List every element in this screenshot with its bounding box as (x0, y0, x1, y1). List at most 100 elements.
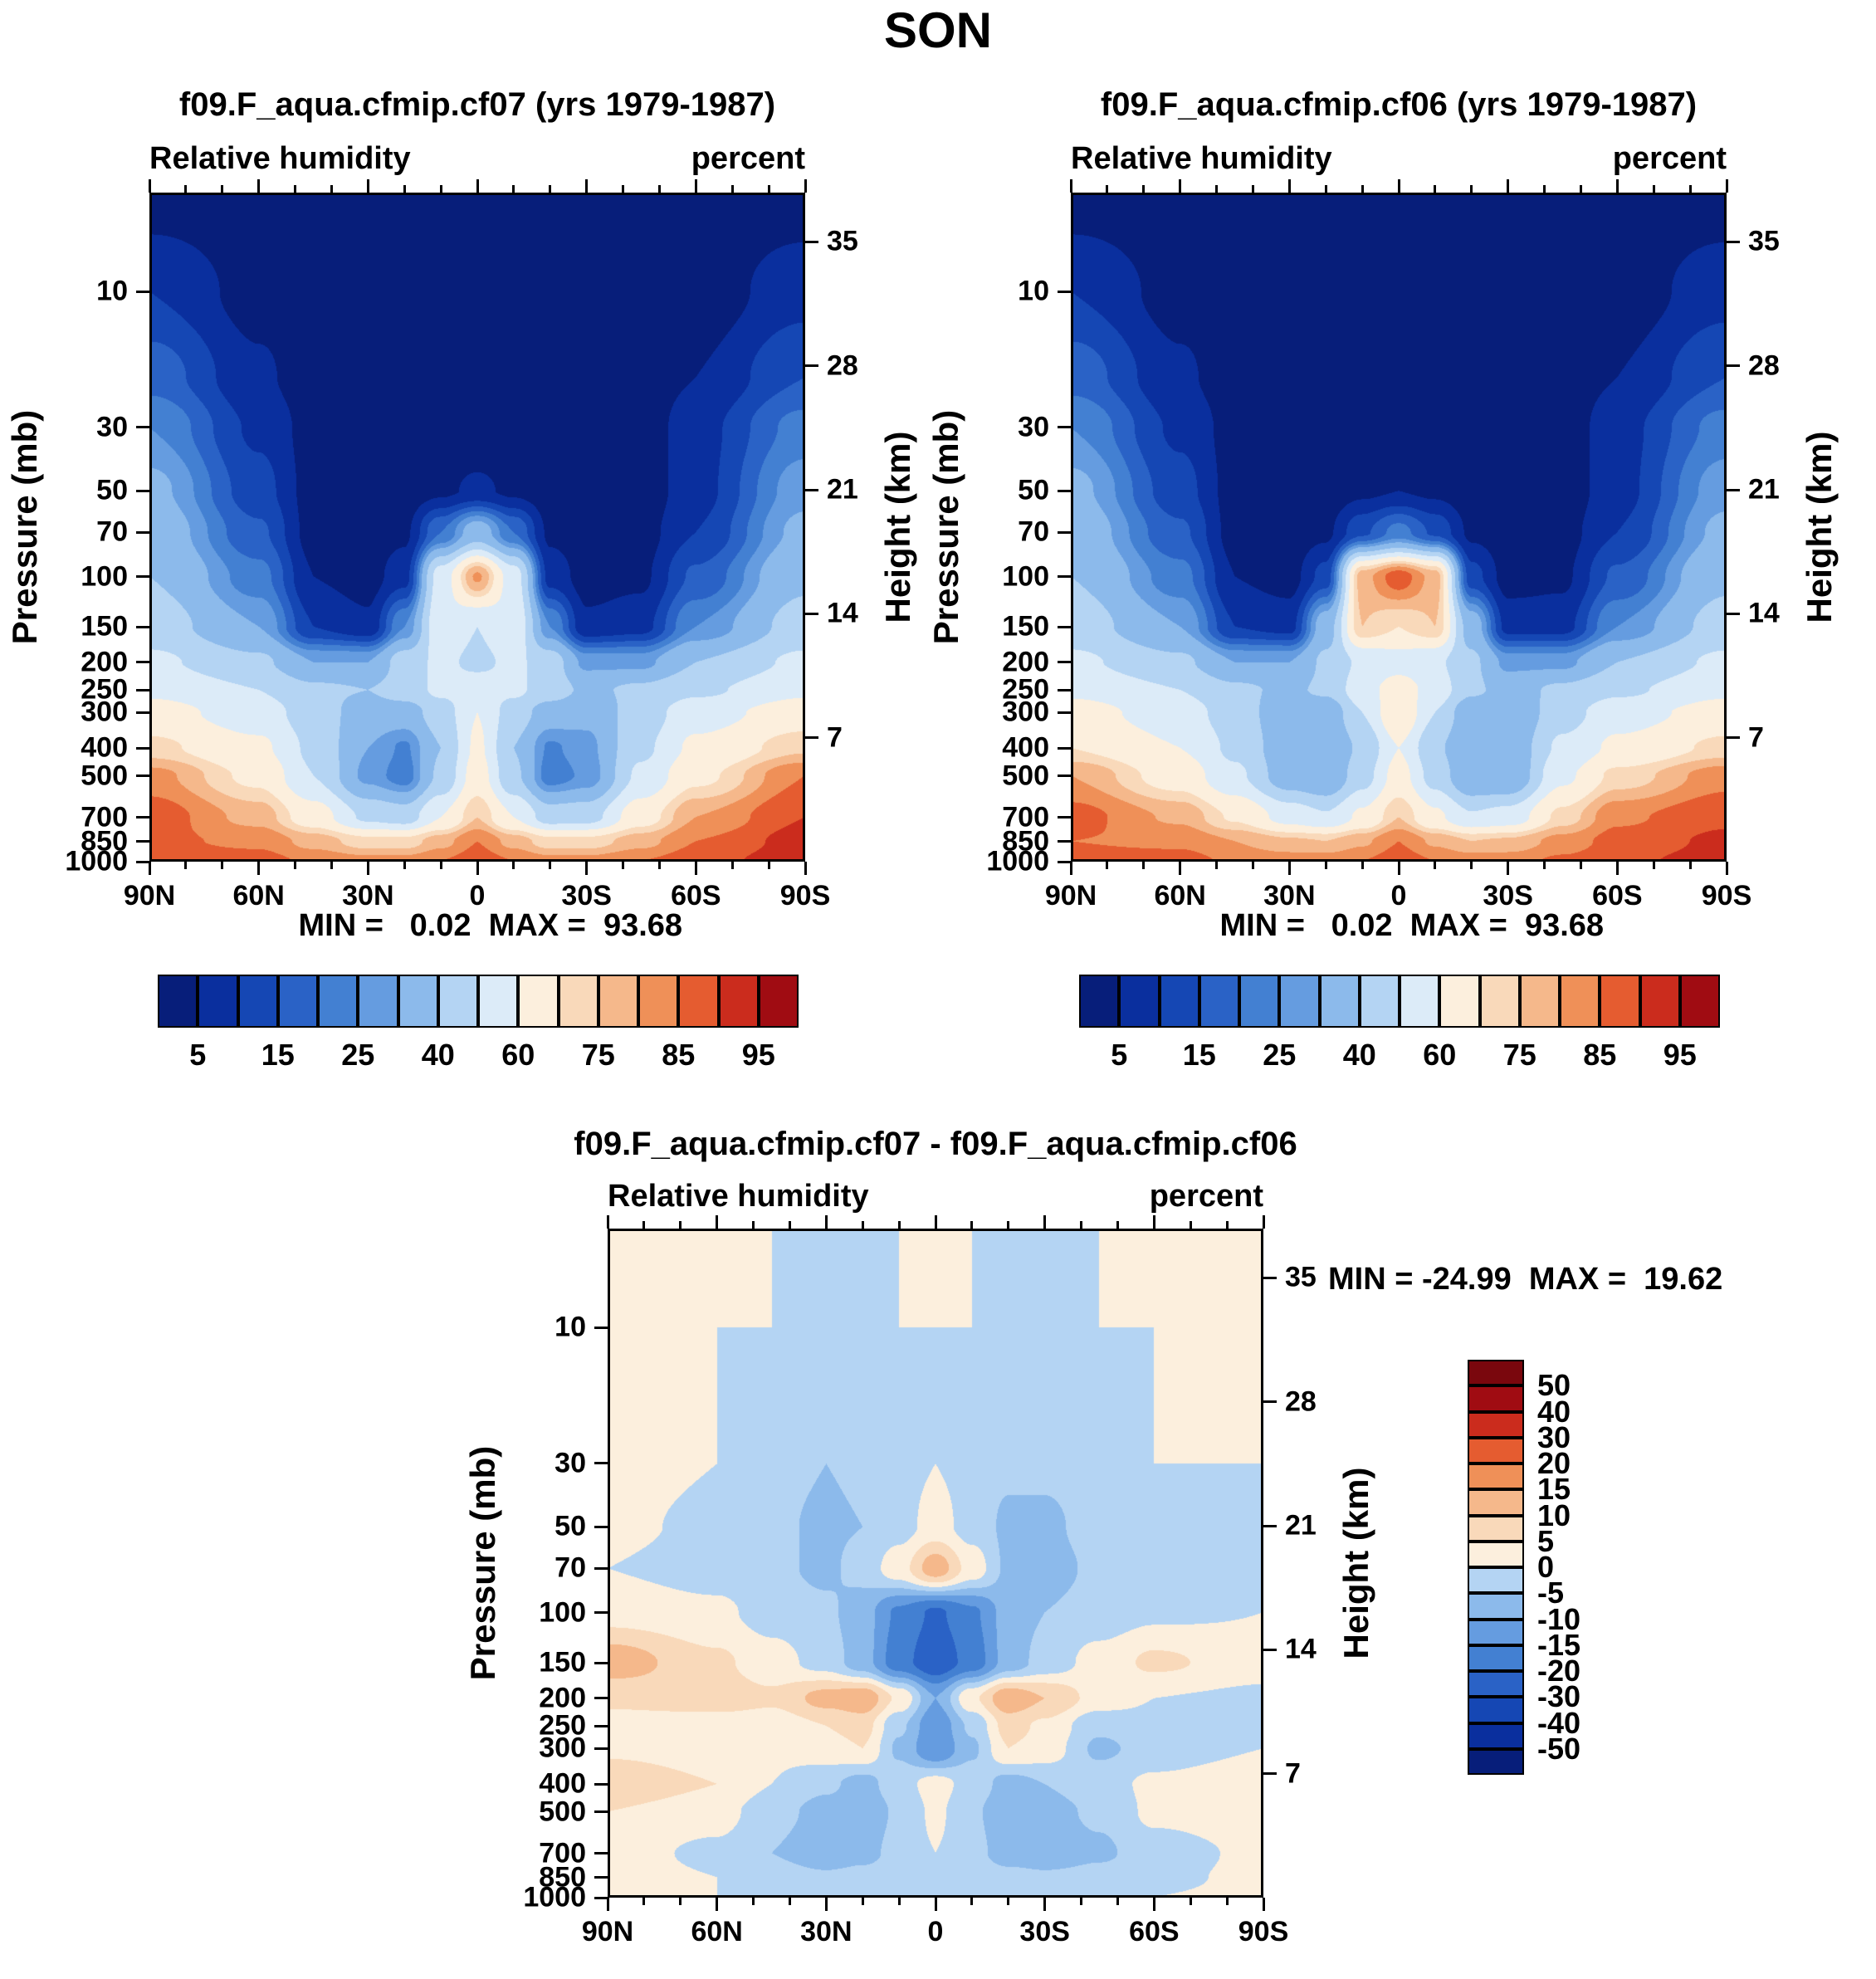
colorbar-tick-label: 50 (1537, 1368, 1571, 1403)
pressure-tick (594, 1810, 608, 1814)
season-title: SON (883, 2, 993, 58)
lat-tick (366, 179, 369, 193)
height-tick (1727, 488, 1740, 491)
lat-tick (549, 862, 552, 869)
pressure-tick-label: 850 (539, 1861, 586, 1893)
lat-tick (257, 862, 261, 875)
height-tick (1727, 240, 1740, 243)
pressure-tick-label: 50 (96, 474, 128, 506)
pressure-tick-label: 850 (1002, 825, 1049, 858)
colorbar-cell (1639, 975, 1680, 1028)
panel-cf06: f09.F_aqua.cfmip.cf06 (yrs 1979-1987) Re… (926, 86, 1839, 943)
lat-tick (1543, 862, 1546, 869)
pressure-tick (136, 774, 149, 778)
pressure-tick-label: 500 (539, 1796, 586, 1828)
pressure-tick-label: 250 (81, 673, 128, 706)
lat-tick (606, 1215, 609, 1229)
lat-tick (1397, 179, 1400, 193)
pressure-tick (594, 1896, 608, 1899)
pressure-tick-label: 30 (1018, 411, 1049, 443)
height-tick (805, 364, 818, 368)
colorbar-cell (758, 975, 799, 1028)
lat-tick (1007, 1221, 1010, 1229)
colorbar-tick-label: 10 (1537, 1498, 1571, 1532)
lat-tick (1179, 179, 1182, 193)
colorbar-cell (518, 975, 559, 1028)
lat-tick (1043, 1215, 1047, 1229)
lat-tick (1215, 185, 1219, 193)
pressure-tick-label: 400 (539, 1767, 586, 1800)
colorbar-tick-label: 5 (189, 1038, 207, 1072)
lat-tick (585, 862, 589, 875)
pressure-tick (594, 1326, 608, 1329)
lat-tick (657, 185, 661, 193)
colorbar-cell (678, 975, 719, 1028)
lat-tick (403, 862, 406, 869)
lat-tick (716, 1898, 719, 1911)
pressure-tick (1058, 746, 1071, 750)
lat-tick-label: 90N (123, 880, 176, 911)
pressure-tick (594, 1661, 608, 1664)
lat-tick (642, 1221, 646, 1229)
pressure-tick (594, 1876, 608, 1879)
pressure-tick-label: 70 (554, 1551, 586, 1584)
lat-tick (1543, 185, 1546, 193)
colorbar-cell (1279, 975, 1320, 1028)
lat-tick (1215, 862, 1219, 869)
lat-tick (1251, 862, 1254, 869)
colorbar-cell (1159, 975, 1199, 1028)
lat-tick (716, 1215, 719, 1229)
colorbar-cell (1468, 1722, 1524, 1749)
lat-tick (1615, 862, 1619, 875)
lat-tick (476, 862, 479, 875)
contour-canvas-cf06 (1071, 193, 1727, 862)
lat-tick (1652, 185, 1655, 193)
colorbar-tick-label: 95 (741, 1038, 775, 1072)
lat-tick (294, 862, 297, 869)
colorbar-cell (1319, 975, 1360, 1028)
lat-tick (934, 1898, 937, 1911)
lat-tick (804, 179, 807, 193)
lat-tick (1324, 862, 1327, 869)
pressure-tick (136, 816, 149, 819)
lat-tick-label: 90N (1044, 880, 1097, 911)
pressure-tick-label: 700 (539, 1837, 586, 1869)
lat-tick (1287, 862, 1291, 875)
contour-canvas-diff (608, 1229, 1263, 1898)
colorbar-cf06: 5 15 25 40 60 75 85 95 (1079, 975, 1720, 1072)
lat-tick (330, 862, 333, 869)
colorbar-cell (1119, 975, 1160, 1028)
pressure-tick-label: 30 (96, 411, 128, 443)
height-axis-title: Height (km) (1800, 431, 1839, 623)
lat-tick (1152, 1215, 1155, 1229)
subtitle-row: Relative humidity percent (149, 141, 805, 177)
pressure-tick-label: 1000 (523, 1881, 586, 1913)
colorbar-tick-label: -30 (1537, 1679, 1581, 1714)
lat-tick-label: 30S (1019, 1916, 1070, 1947)
height-tick (1263, 1276, 1277, 1279)
colorbar-cell (1199, 975, 1239, 1028)
colorbar-cell (1468, 1515, 1524, 1542)
lat-tick (1434, 862, 1437, 869)
colorbar-cell (478, 975, 519, 1028)
height-tick-label: 21 (1285, 1509, 1317, 1542)
pressure-tick-label: 150 (81, 610, 128, 643)
pressure-tick (594, 1724, 608, 1727)
colorbar-tick-label: 75 (581, 1038, 615, 1072)
panel-cf07: f09.F_aqua.cfmip.cf07 (yrs 1979-1987) Re… (5, 86, 917, 943)
lat-tick (1507, 862, 1510, 875)
lat-tick (1069, 862, 1072, 875)
colorbar-cell (1468, 1437, 1524, 1463)
colorbar-cell (158, 975, 198, 1028)
lat-tick (606, 1898, 609, 1911)
colorbar-cell (1359, 975, 1400, 1028)
colorbar-cell (277, 975, 318, 1028)
field-label: Relative humidity (1071, 141, 1332, 176)
colorbar-cell (1468, 1697, 1524, 1723)
lat-tick-label: 0 (927, 1916, 944, 1947)
pressure-tick-label: 700 (1002, 801, 1049, 833)
colorbar-tick-label: 40 (1537, 1394, 1571, 1429)
case-title-cf07: f09.F_aqua.cfmip.cf07 (yrs 1979-1987) (178, 86, 776, 123)
height-tick-label: 28 (827, 349, 858, 382)
height-tick-label: 14 (827, 597, 858, 629)
